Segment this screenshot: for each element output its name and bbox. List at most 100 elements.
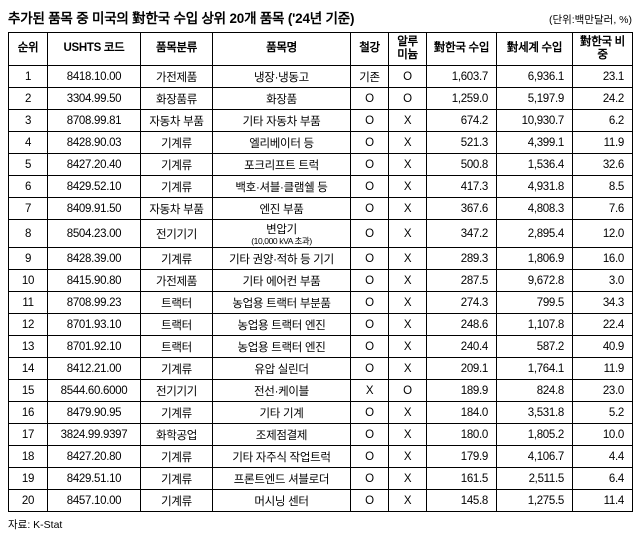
category-cell: 기계류 [140,401,213,425]
item-name-cell: 머시닝 센터 [212,489,351,513]
steel-cell: O [350,218,389,249]
table-row: 5 8427.20.40 기계류 포크리프트 트럭 O X 500.8 1,536.4 32.6 [8,153,633,176]
aluminum-cell: O [388,87,427,110]
kr-share-cell: 40.9 [572,335,633,359]
item-name-cell: 조제점결제 [212,423,351,447]
rank-cell: 17 [8,423,48,447]
world-import-cell: 4,106.7 [496,445,573,469]
kr-import-cell: 347.2 [426,218,497,249]
rank-cell: 16 [8,401,48,425]
world-import-cell: 799.5 [496,291,573,315]
table-row: 16 8479.90.95 기계류 기타 기계 O X 184.0 3,531.8 5.2 [8,401,633,425]
kr-share-cell: 11.4 [572,489,633,513]
rank-cell: 15 [8,379,48,403]
table-row: 13 8701.92.10 트랙터 농업용 트랙터 엔진 O X 240.4 587.2 40.… [8,335,633,359]
steel-cell: O [350,423,389,447]
table-row: 10 8415.90.80 가전제품 기타 에어컨 부품 O X 287.5 9,672.8 3… [8,269,633,293]
steel-cell: O [350,489,389,513]
aluminum-cell: X [388,467,427,491]
item-name-cell: 기타 자주식 작업트럭 [212,445,351,469]
category-cell: 기계류 [140,131,213,154]
category-cell: 전기기기 [140,218,213,249]
header-cell-category: 품목분류 [140,32,213,66]
ushts-code-cell: 8427.20.80 [47,445,141,469]
kr-share-cell: 6.4 [572,467,633,491]
steel-cell: O [350,269,389,293]
kr-share-cell: 8.5 [572,175,633,198]
header-cell-aluminum: 알루 미늄 [388,32,427,66]
table-row: 14 8412.21.00 기계류 유압 실린더 O X 209.1 1,764.1 11.9 [8,357,633,381]
steel-cell: O [350,335,389,359]
aluminum-cell: X [388,401,427,425]
aluminum-cell: X [388,291,427,315]
world-import-cell: 1,805.2 [496,423,573,447]
steel-cell: O [350,109,389,132]
aluminum-cell: X [388,489,427,513]
kr-import-cell: 289.3 [426,247,497,271]
aluminum-cell: X [388,269,427,293]
ushts-code-cell: 8429.51.10 [47,467,141,491]
aluminum-cell: X [388,247,427,271]
kr-import-cell: 1,603.7 [426,65,497,88]
world-import-cell: 1,806.9 [496,247,573,271]
kr-share-cell: 16.0 [572,247,633,271]
kr-share-cell: 6.2 [572,109,633,132]
ushts-code-cell: 8429.52.10 [47,175,141,198]
category-cell: 가전제품 [140,269,213,293]
kr-import-cell: 367.6 [426,197,497,220]
category-cell: 기계류 [140,247,213,271]
steel-cell: O [350,247,389,271]
page: 추가된 품목 중 미국의 對한국 수입 상위 20개 품목 ('24년 기준) … [8,7,633,531]
table-row: 4 8428.90.03 기계류 엘리베이터 등 O X 521.3 4,399.1 11.9 [8,131,633,154]
aluminum-cell: X [388,109,427,132]
table-row: 2 3304.99.50 화장품류 화장품 O O 1,259.0 5,197.9 24.2 [8,87,633,110]
steel-cell: O [350,175,389,198]
ushts-code-cell: 8504.23.00 [47,218,141,249]
kr-import-cell: 184.0 [426,401,497,425]
world-import-cell: 4,931.8 [496,175,573,198]
aluminum-cell: X [388,423,427,447]
kr-import-cell: 1,259.0 [426,87,497,110]
kr-share-cell: 11.9 [572,131,633,154]
ushts-code-cell: 8428.90.03 [47,131,141,154]
item-name-cell: 냉장·냉동고 [212,65,351,88]
world-import-cell: 3,531.8 [496,401,573,425]
steel-cell: O [350,131,389,154]
category-cell: 트랙터 [140,313,213,337]
header-cell-rank: 순위 [8,32,48,66]
world-import-cell: 4,399.1 [496,131,573,154]
header-cell-world-import: 對세계 수입 [496,32,573,66]
kr-share-cell: 12.0 [572,218,633,249]
rank-cell: 7 [8,197,48,220]
kr-import-cell: 287.5 [426,269,497,293]
category-cell: 기계류 [140,175,213,198]
rank-cell: 13 [8,335,48,359]
item-name-cell: 엘리베이터 등 [212,131,351,154]
rank-cell: 8 [8,218,48,249]
rank-cell: 11 [8,291,48,315]
item-name-cell: 프론트엔드 셔블로더 [212,467,351,491]
steel-cell: O [350,313,389,337]
steel-cell: O [350,197,389,220]
rank-cell: 18 [8,445,48,469]
header-cell-item-name: 품목명 [212,32,351,66]
table-header-bar: 추가된 품목 중 미국의 對한국 수입 상위 20개 품목 ('24년 기준) … [8,7,632,27]
world-import-cell: 4,808.3 [496,197,573,220]
world-import-cell: 9,672.8 [496,269,573,293]
world-import-cell: 1,275.5 [496,489,573,513]
world-import-cell: 5,197.9 [496,87,573,110]
aluminum-cell: X [388,175,427,198]
table-row: 18 8427.20.80 기계류 기타 자주식 작업트럭 O X 179.9 4,106.7… [8,445,633,469]
rank-cell: 10 [8,269,48,293]
steel-cell: O [350,445,389,469]
kr-share-cell: 34.3 [572,291,633,315]
aluminum-cell: X [388,357,427,381]
rank-cell: 6 [8,175,48,198]
ushts-code-cell: 8708.99.23 [47,291,141,315]
category-cell: 화장품류 [140,87,213,110]
kr-import-cell: 209.1 [426,357,497,381]
ushts-code-cell: 8409.91.50 [47,197,141,220]
table-row: 11 8708.99.23 트랙터 농업용 트랙터 부분품 O X 274.3 799.5 34… [8,291,633,315]
page-title: 추가된 품목 중 미국의 對한국 수입 상위 20개 품목 ('24년 기준) [8,11,355,26]
rank-cell: 12 [8,313,48,337]
